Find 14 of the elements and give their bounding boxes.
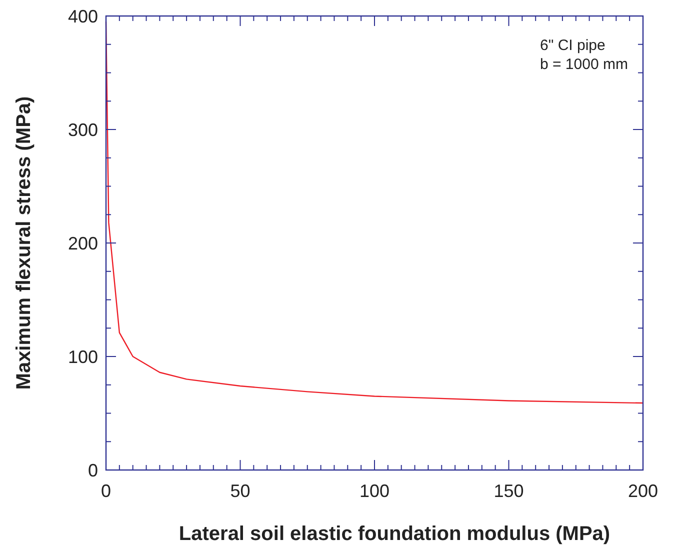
y-axis-title: Maximum flexural stress (MPa) [13,96,35,390]
annotation: 6" CI pipe [540,37,606,54]
x-axis-title: Lateral soil elastic foundation modulus (MPa) [178,523,610,545]
y-tick-label: 300 [68,120,98,140]
y-tick-label: 0 [88,460,98,480]
x-tick-label: 0 [100,481,112,501]
y-tick-label: 100 [68,346,98,367]
y-tick-label: 200 [68,233,98,254]
x-tick-label: 200 [628,481,658,501]
y-tick-label: 400 [68,6,98,26]
x-tick-label: 150 [494,481,524,501]
annotation: b = 1000 mm [540,56,628,73]
x-tick-label: 50 [230,481,250,501]
x-tick-label: 100 [359,481,390,501]
